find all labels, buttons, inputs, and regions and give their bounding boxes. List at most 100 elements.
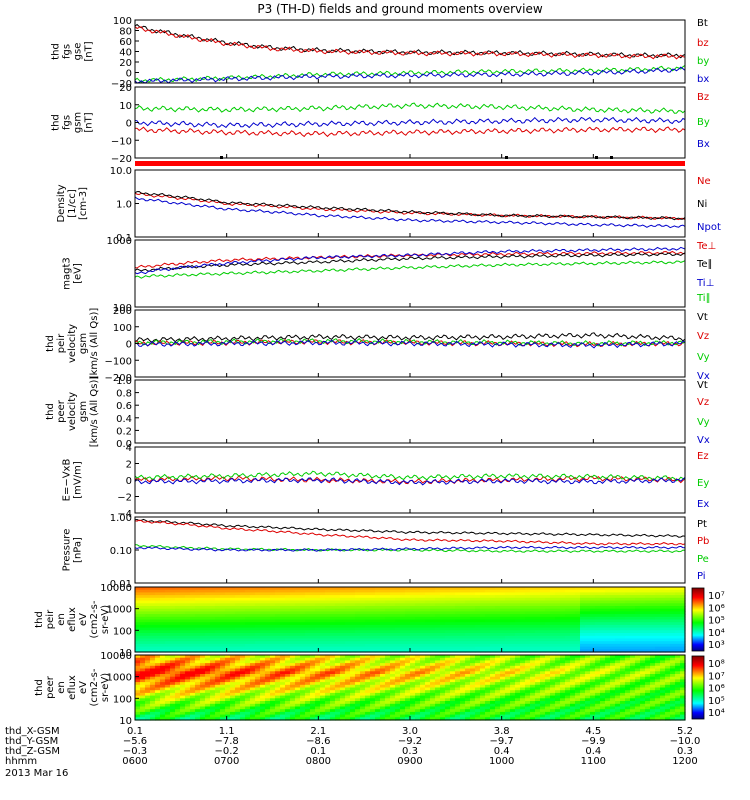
heatmap-cell xyxy=(165,646,171,650)
heatmap-cell xyxy=(275,709,281,713)
heatmap-cell xyxy=(245,703,251,708)
heatmap-cell xyxy=(605,608,611,612)
heatmap-cell xyxy=(555,616,561,621)
heatmap-cell xyxy=(435,679,441,683)
heatmap-cell xyxy=(520,665,526,670)
heatmap-cell xyxy=(140,657,146,661)
heatmap-cell xyxy=(225,717,231,721)
heatmap-cell xyxy=(270,703,276,708)
y-axis-label: en xyxy=(56,613,67,626)
heatmap-cell xyxy=(375,622,381,626)
heatmap-cell xyxy=(315,663,321,667)
heatmap-cell xyxy=(490,589,496,593)
heatmap-cell xyxy=(345,655,351,659)
heatmap-cell xyxy=(420,627,426,631)
heatmap-cell xyxy=(485,701,491,705)
heatmap-cell xyxy=(550,660,556,664)
heatmap-cell xyxy=(475,701,481,705)
heatmap-cell xyxy=(465,709,471,713)
heatmap-cell xyxy=(215,698,221,702)
heatmap-cell xyxy=(425,709,431,713)
heatmap-cell xyxy=(640,641,646,645)
legend-entry-Bt: Bt xyxy=(697,18,708,29)
heatmap-cell xyxy=(280,657,286,661)
heatmap-cell xyxy=(185,671,191,675)
heatmap-cell xyxy=(375,614,381,618)
heatmap-cell xyxy=(290,608,296,612)
heatmap-cell xyxy=(250,657,256,661)
heatmap-cell xyxy=(525,641,531,645)
heatmap-cell xyxy=(570,619,576,623)
heatmap-cell xyxy=(195,698,201,702)
heatmap-cell xyxy=(490,717,496,721)
heatmap-cell xyxy=(415,646,421,650)
heatmap-cell xyxy=(440,649,446,653)
heatmap-cell xyxy=(445,606,451,610)
heatmap-cell xyxy=(310,665,316,670)
heatmap-cell xyxy=(235,627,241,631)
heatmap-cell xyxy=(180,646,186,650)
heatmap-cell xyxy=(190,630,196,634)
heatmap-cell xyxy=(680,619,686,623)
heatmap-cell xyxy=(175,622,181,626)
heatmap-cell xyxy=(160,690,166,694)
heatmap-cell xyxy=(360,692,366,697)
heatmap-cell xyxy=(495,616,501,621)
heatmap-cell xyxy=(380,676,386,680)
heatmap-cell xyxy=(615,608,621,612)
heatmap-cell xyxy=(675,624,681,629)
heatmap-cell xyxy=(305,633,311,637)
heatmap-cell xyxy=(450,587,456,591)
heatmap-cell xyxy=(500,703,506,708)
heatmap-cell xyxy=(155,608,161,612)
heatmap-cell xyxy=(325,687,331,691)
heatmap-cell xyxy=(390,676,396,680)
heatmap-cell xyxy=(635,627,641,631)
heatmap-cell xyxy=(505,657,511,661)
heatmap-cell xyxy=(510,706,516,710)
heatmap-cell xyxy=(375,717,381,721)
heatmap-cell xyxy=(545,638,551,642)
heatmap-cell xyxy=(365,674,371,678)
heatmap-cell xyxy=(595,603,601,607)
heatmap-cell xyxy=(380,603,386,607)
heatmap-cell xyxy=(565,643,571,648)
heatmap-cell xyxy=(475,711,481,716)
y-tick-label: −2 xyxy=(117,493,132,504)
heatmap-cell xyxy=(300,663,306,667)
heatmap-cell xyxy=(475,698,481,702)
heatmap-cell xyxy=(475,692,481,697)
heatmap-cell xyxy=(605,614,611,618)
heatmap-cell xyxy=(570,592,576,596)
heatmap-cell xyxy=(480,687,486,691)
heatmap-cell xyxy=(135,690,141,694)
heatmap-cell xyxy=(610,627,616,631)
heatmap-cell xyxy=(135,660,141,664)
heatmap-cell xyxy=(675,606,681,610)
heatmap-cell xyxy=(285,674,291,678)
heatmap-cell xyxy=(435,624,441,629)
heatmap-cell xyxy=(320,603,326,607)
heatmap-cell xyxy=(180,698,186,702)
heatmap-cell xyxy=(635,619,641,623)
heatmap-cell xyxy=(400,595,406,599)
heatmap-cell xyxy=(205,714,211,718)
heatmap-cell xyxy=(525,706,531,710)
heatmap-cell xyxy=(330,690,336,694)
heatmap-cell xyxy=(255,692,261,697)
heatmap-cell xyxy=(330,597,336,602)
heatmap-cell xyxy=(395,633,401,637)
heatmap-cell xyxy=(235,714,241,718)
heatmap-cell xyxy=(260,698,266,702)
heatmap-cell xyxy=(210,714,216,718)
heatmap-cell xyxy=(220,619,226,623)
heatmap-cell xyxy=(170,638,176,642)
heatmap-cell xyxy=(485,627,491,631)
heatmap-cell xyxy=(420,660,426,664)
heatmap-cell xyxy=(470,630,476,634)
heatmap-cell xyxy=(220,622,226,626)
heatmap-cell xyxy=(400,624,406,629)
heatmap-cell xyxy=(680,649,686,653)
heatmap-cell xyxy=(410,595,416,599)
heatmap-cell xyxy=(155,679,161,683)
